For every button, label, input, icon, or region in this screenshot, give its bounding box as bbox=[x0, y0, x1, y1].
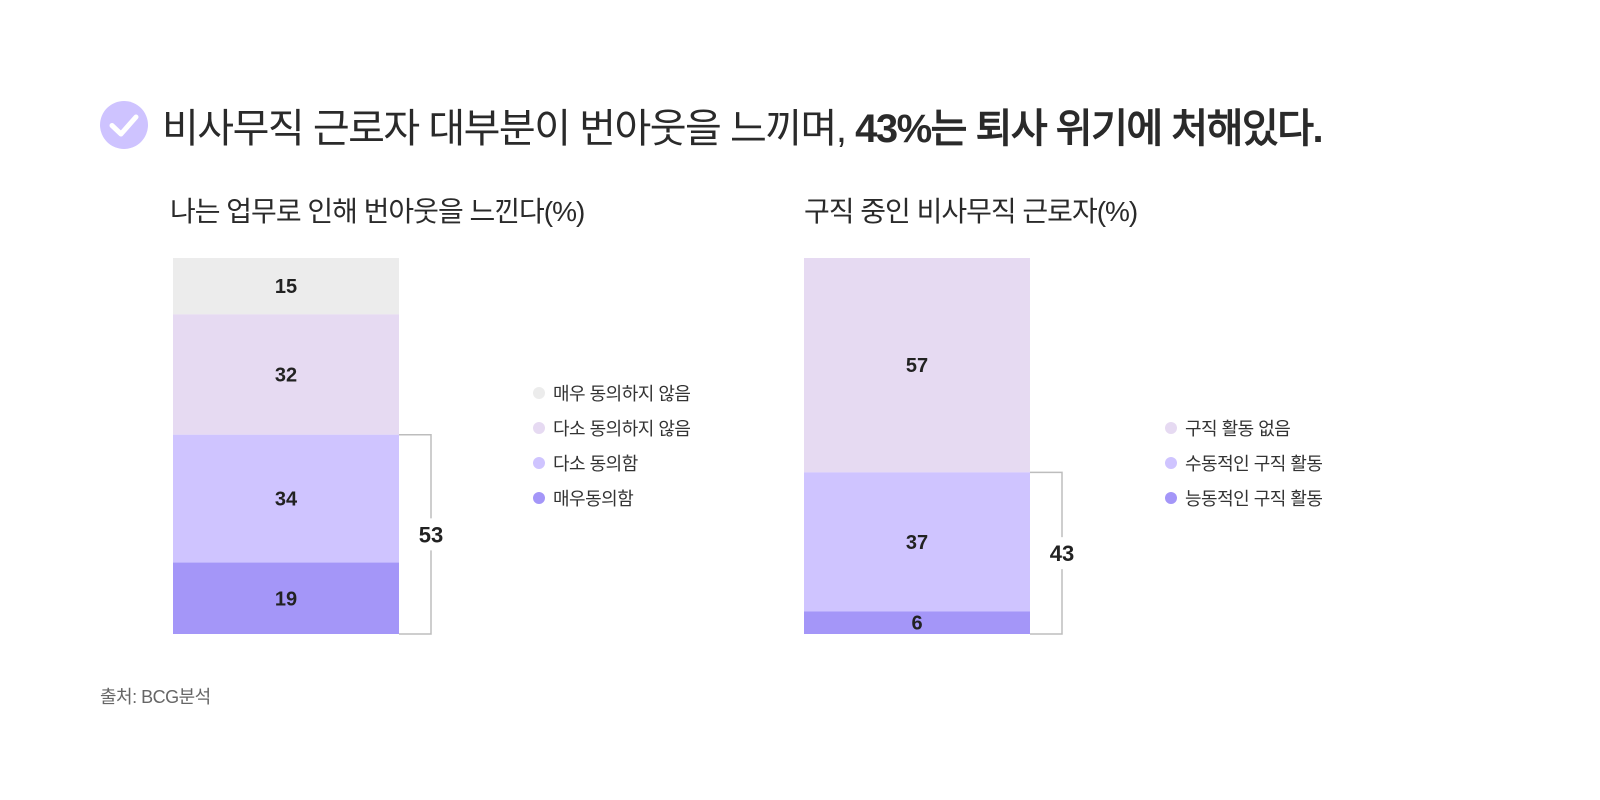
legend-label: 다소 동의함 bbox=[553, 453, 638, 474]
chart-2-legend-item: 능동적인 구직 활동 bbox=[1165, 486, 1323, 509]
check-circle-icon bbox=[100, 101, 148, 149]
legend-dot-icon bbox=[533, 491, 545, 504]
chart-2-bar-segment-2 bbox=[804, 472, 1030, 612]
chart-1-value-label-4: 19 bbox=[275, 588, 297, 610]
chart-1-legend-item: 다소 동의하지 않음 bbox=[533, 416, 691, 439]
legend-label: 매우동의함 bbox=[553, 488, 634, 509]
chart-1-bracket-label-bg bbox=[413, 518, 449, 551]
headline-bold: 43%는 퇴사 위기에 처해있다. bbox=[855, 107, 1324, 151]
source-note: 출처: BCG분석 bbox=[100, 687, 211, 707]
chart-2-value-label-1: 57 bbox=[906, 355, 928, 377]
chart-1-bar-segment-4 bbox=[173, 562, 399, 634]
chart-2-value-label-3: 6 bbox=[911, 613, 922, 635]
legend-label: 매우 동의하지 않음 bbox=[553, 383, 691, 404]
chart-2-bracket-label: 43 bbox=[1050, 541, 1074, 566]
legend-label: 수동적인 구직 활동 bbox=[1185, 453, 1323, 474]
legend-label: 능동적인 구직 활동 bbox=[1185, 488, 1323, 509]
chart-1-legend-item: 매우동의함 bbox=[533, 486, 690, 509]
chart-1-bracket-label: 53 bbox=[419, 522, 443, 547]
legend-dot-icon bbox=[533, 456, 545, 469]
legend-dot-icon bbox=[1165, 421, 1177, 434]
chart-1-legend-item: 다소 동의함 bbox=[533, 451, 690, 474]
legend-label: 구직 활동 없음 bbox=[1185, 418, 1291, 439]
chart-1-bar-segment-1 bbox=[173, 258, 399, 315]
chart-2-bar-segment-1 bbox=[804, 258, 1030, 473]
chart-2-legend-item: 구직 활동 없음 bbox=[1165, 416, 1322, 439]
chart-2-bracket-label-bg bbox=[1044, 537, 1080, 570]
headline: 비사무직 근로자 대부분이 번아웃을 느끼며, 43%는 퇴사 위기에 처해있다… bbox=[100, 96, 1324, 154]
legend-dot-icon bbox=[533, 421, 545, 434]
chart-1-value-label-1: 15 bbox=[275, 276, 297, 298]
chart-1-title: 나는 업무로 인해 번아웃을 느낀다(%) bbox=[170, 196, 585, 227]
headline-text: 비사무직 근로자 대부분이 번아웃을 느끼며, 43%는 퇴사 위기에 처해있다… bbox=[162, 96, 1324, 154]
chart-1-legend-item: 매우 동의하지 않음 bbox=[533, 381, 691, 404]
chart-1-value-label-2: 32 bbox=[275, 365, 297, 387]
chart-2-legend-item: 수동적인 구직 활동 bbox=[1165, 451, 1323, 474]
legend-dot-icon bbox=[533, 386, 545, 399]
chart-1-bar-segment-2 bbox=[173, 314, 399, 435]
legend-dot-icon bbox=[1165, 456, 1177, 469]
chart-1-bar-segment-3 bbox=[173, 434, 399, 563]
headline-normal: 비사무직 근로자 대부분이 번아웃을 느끼며, bbox=[162, 107, 856, 151]
legend-label: 다소 동의하지 않음 bbox=[553, 418, 691, 439]
chart-2-title: 구직 중인 비사무직 근로자(%) bbox=[804, 196, 1138, 227]
chart-2-bar-segment-3 bbox=[804, 611, 1030, 634]
chart-1-value-label-3: 34 bbox=[275, 489, 298, 511]
chart-2-value-label-2: 37 bbox=[906, 532, 928, 554]
legend-dot-icon bbox=[1165, 491, 1177, 504]
